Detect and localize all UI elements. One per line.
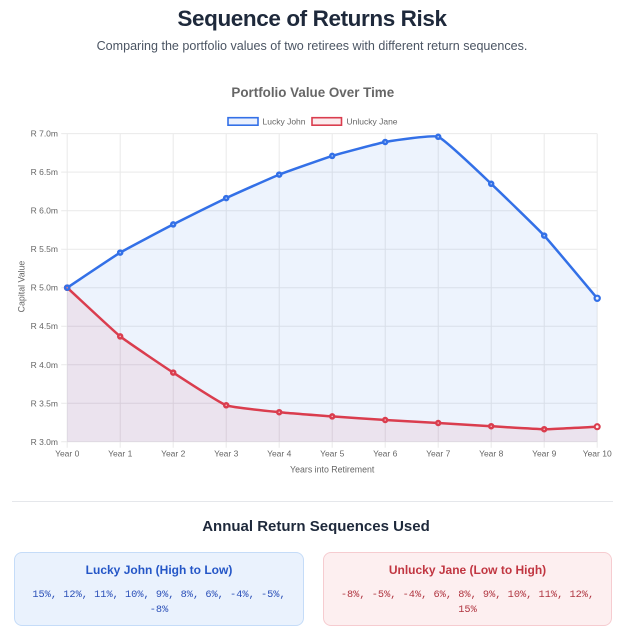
- svg-text:Year 7: Year 7: [426, 449, 451, 459]
- svg-text:Lucky John: Lucky John: [263, 117, 306, 127]
- svg-text:Year 2: Year 2: [161, 449, 186, 459]
- svg-text:R 7.0m: R 7.0m: [31, 129, 58, 139]
- svg-text:R 4.5m: R 4.5m: [31, 321, 58, 331]
- svg-text:Year 1: Year 1: [108, 449, 133, 459]
- svg-text:R 4.0m: R 4.0m: [31, 360, 58, 370]
- svg-text:Year 4: Year 4: [267, 449, 292, 459]
- svg-text:Year 3: Year 3: [214, 449, 239, 459]
- svg-text:Year 6: Year 6: [373, 449, 398, 459]
- svg-text:Year 0: Year 0: [55, 449, 80, 459]
- svg-text:Year 8: Year 8: [479, 449, 504, 459]
- svg-text:Unlucky Jane: Unlucky Jane: [347, 117, 398, 127]
- svg-text:Years into Retirement: Years into Retirement: [290, 464, 375, 474]
- svg-text:R 5.0m: R 5.0m: [31, 283, 58, 293]
- svg-text:Portfolio Value Over Time: Portfolio Value Over Time: [231, 85, 394, 100]
- svg-text:Year 9: Year 9: [532, 449, 557, 459]
- svg-text:Year 5: Year 5: [320, 449, 345, 459]
- svg-text:Year 10: Year 10: [583, 449, 612, 459]
- svg-text:R 3.0m: R 3.0m: [31, 437, 58, 447]
- svg-text:R 3.5m: R 3.5m: [31, 398, 58, 408]
- svg-text:R 6.5m: R 6.5m: [31, 167, 58, 177]
- svg-text:Capital Value: Capital Value: [17, 261, 27, 313]
- svg-text:R 6.0m: R 6.0m: [31, 206, 58, 216]
- svg-text:R 5.5m: R 5.5m: [31, 244, 58, 254]
